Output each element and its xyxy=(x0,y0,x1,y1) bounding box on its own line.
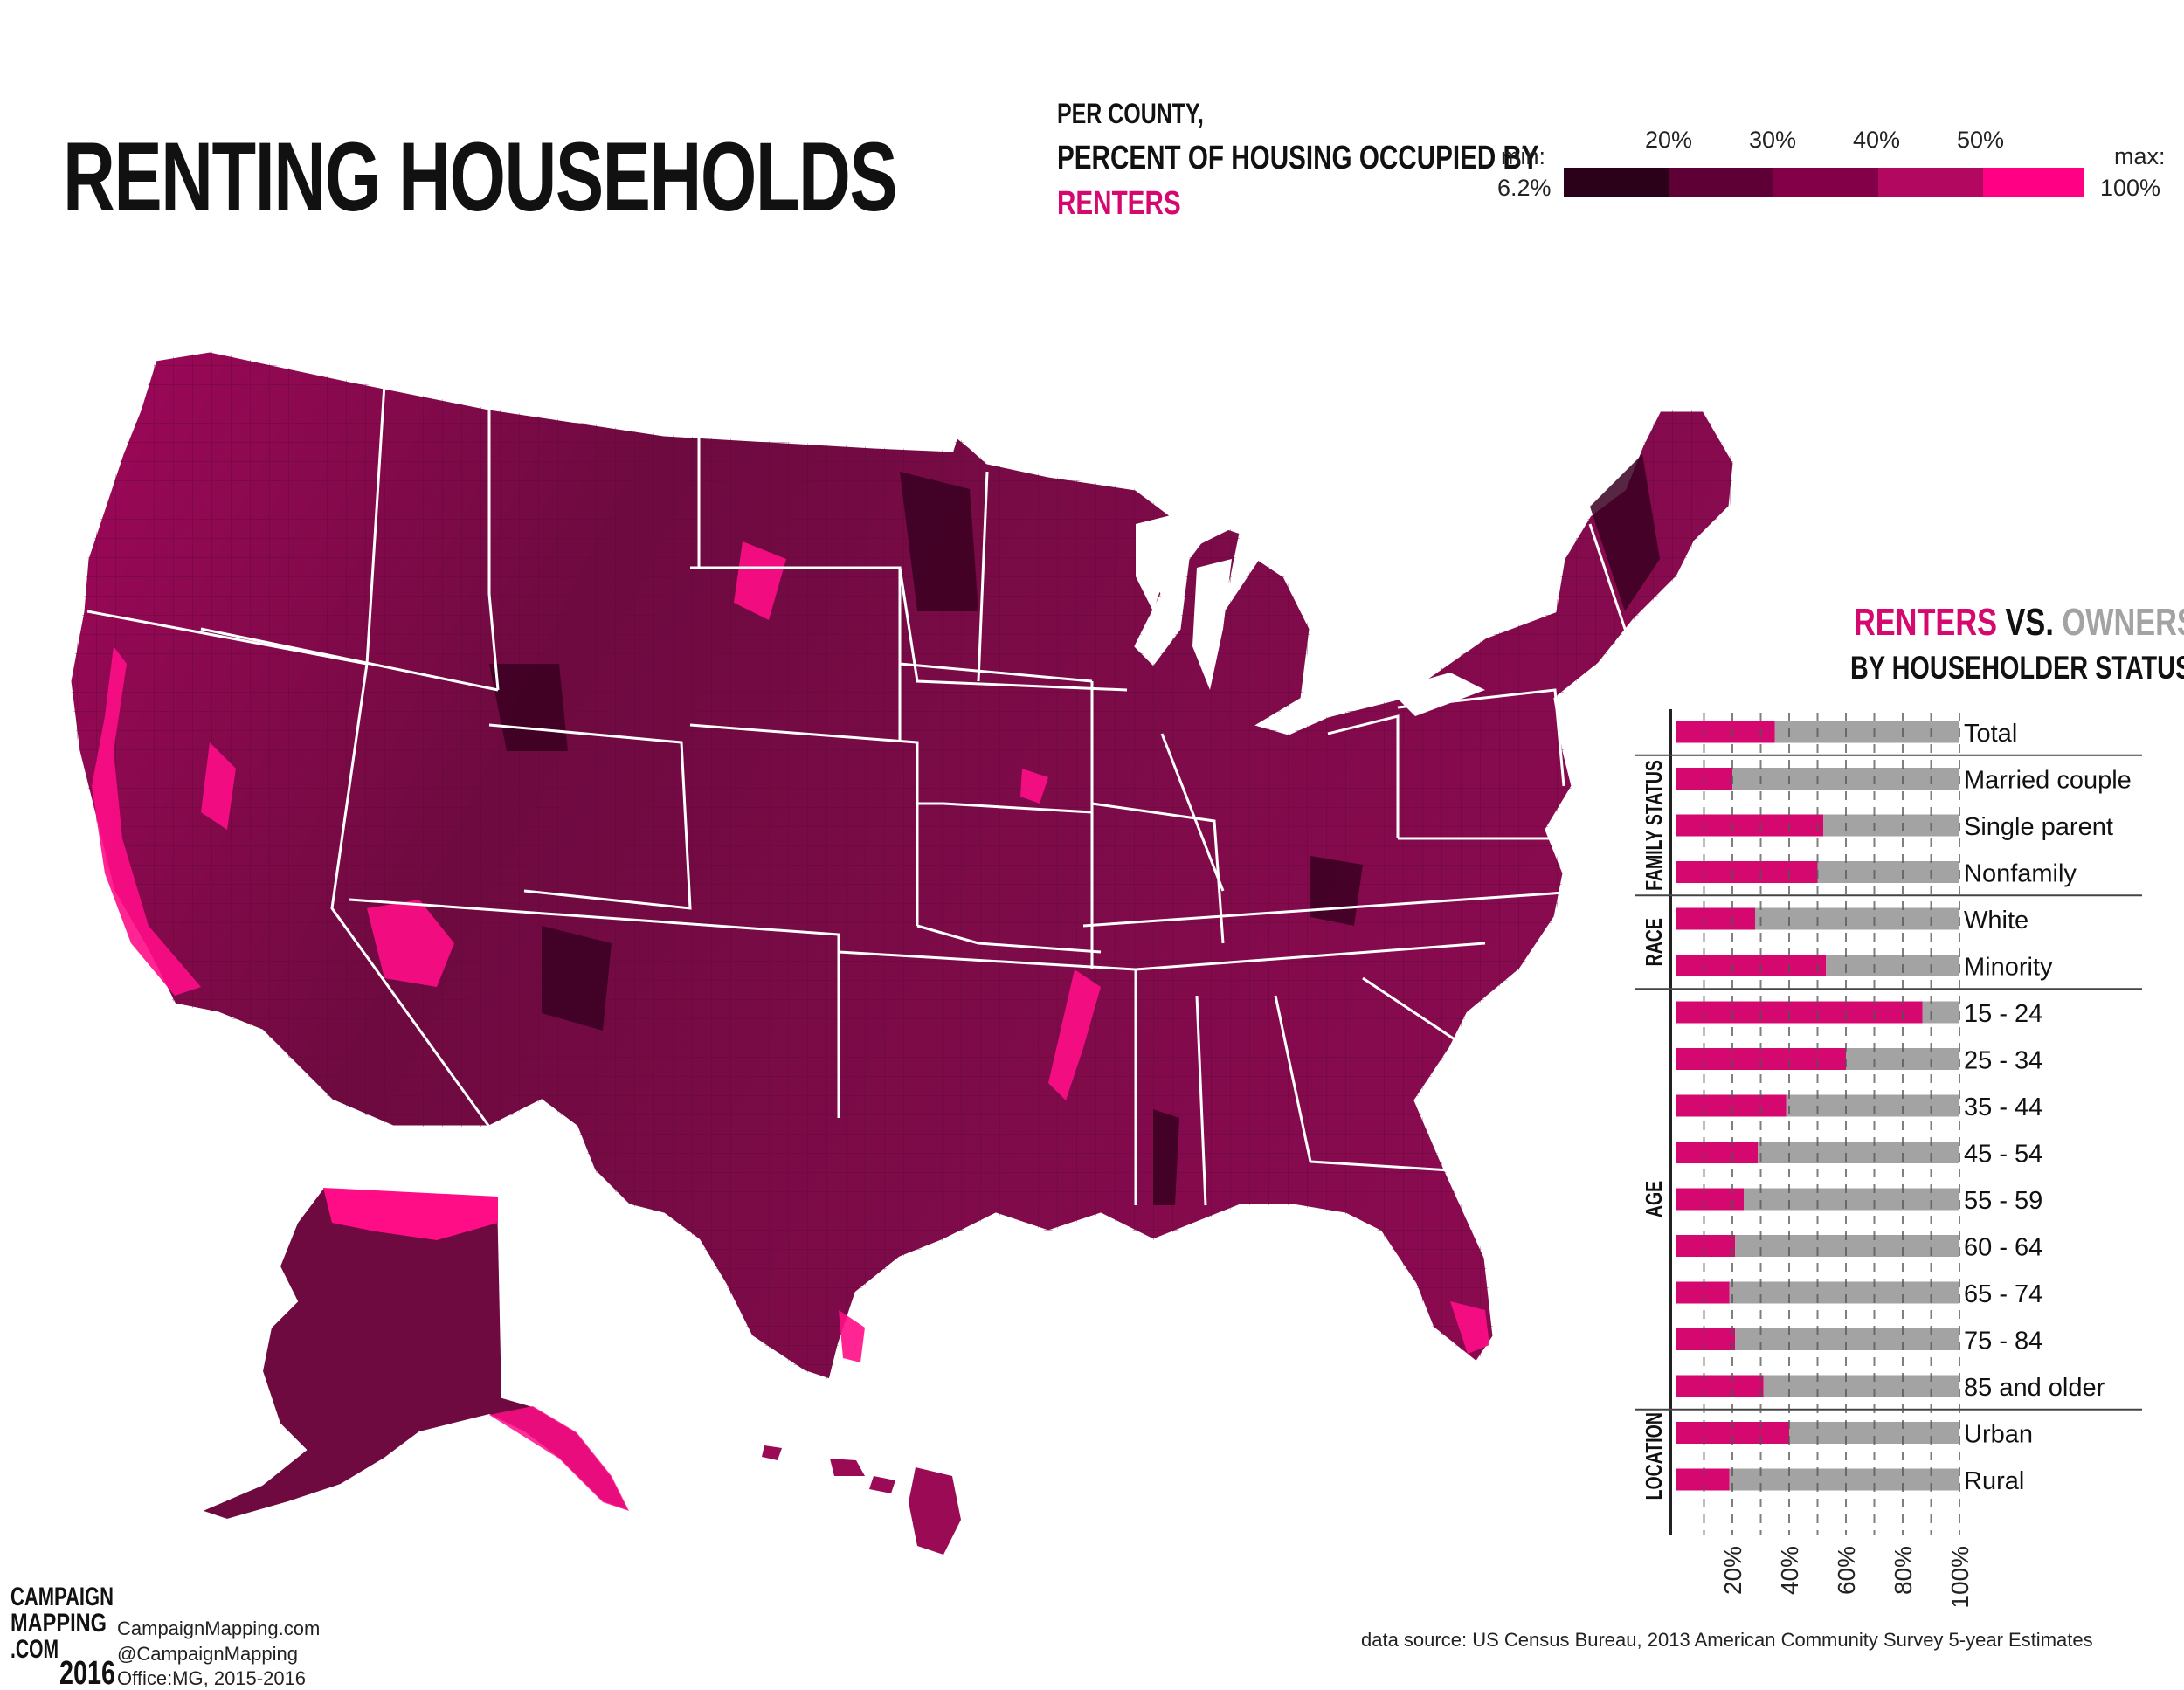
hawaii-shape xyxy=(762,1445,961,1555)
legend-color-ramp xyxy=(1564,168,2084,197)
subtitle-line3: RENTERS xyxy=(1057,185,1181,222)
high-rent-areas xyxy=(87,541,1489,1362)
legend-swatch xyxy=(1983,168,2084,197)
svg-text:.COM: .COM xyxy=(10,1635,59,1664)
subtitle-line2: PERCENT OF HOUSING OCCUPIED BY xyxy=(1057,140,1539,176)
alaska-southeast xyxy=(489,1406,629,1511)
site-credit: CampaignMapping.com xyxy=(117,1618,321,1639)
legend-min-label: min: xyxy=(1501,143,1546,169)
svg-text:CAMPAIGN: CAMPAIGN xyxy=(10,1583,114,1611)
alaska-highlight xyxy=(323,1188,498,1240)
renters-word: RENTERS xyxy=(1854,601,1997,644)
alaska-shape xyxy=(198,1186,631,1521)
color-legend: min: 6.2% max: 100% 20% 30% 40% 50% xyxy=(1485,122,2175,218)
map-title: RENTING HOUSEHOLDS xyxy=(63,122,898,231)
office-credit: Office:MG, 2015-2016 xyxy=(117,1667,307,1689)
legend-tick: 50% xyxy=(1956,127,2005,153)
low-rent-areas xyxy=(489,454,1660,1205)
legend-tick: 20% xyxy=(1644,127,1693,153)
handle-credit: @CampaignMapping xyxy=(117,1643,299,1665)
svg-text:MAPPING: MAPPING xyxy=(10,1609,107,1638)
bar-panel-title: RENTERS VS. OWNERS xyxy=(1854,601,2184,645)
contiguous-us xyxy=(68,349,1736,1382)
bar-panel-subtitle: BY HOUSEHOLDER STATUS xyxy=(1850,650,2184,686)
campaignmapping-logo: CAMPAIGN MAPPING .COM 2016 xyxy=(10,1583,115,1687)
legend-swatch xyxy=(1669,168,1773,197)
legend-max-label: max: xyxy=(2114,143,2166,169)
owners-word: OWNERS xyxy=(2062,601,2184,644)
great-lakes xyxy=(1136,507,1485,716)
state-borders xyxy=(86,383,1644,1206)
subtitle-line1: PER COUNTY, xyxy=(1057,98,1204,129)
vs-word: VS. xyxy=(1996,601,2063,644)
legend-swatch xyxy=(1878,168,1983,197)
legend-swatch xyxy=(1564,168,1669,197)
legend-tick: 30% xyxy=(1748,127,1797,153)
data-source: data source: US Census Bureau, 2013 Amer… xyxy=(1361,1629,2093,1651)
legend-swatch xyxy=(1773,168,1878,197)
legend-max-value: 100% xyxy=(2100,175,2161,201)
legend-min-value: 6.2% xyxy=(1497,175,1552,201)
legend-tick: 40% xyxy=(1852,127,1901,153)
svg-text:2016: 2016 xyxy=(59,1655,115,1687)
